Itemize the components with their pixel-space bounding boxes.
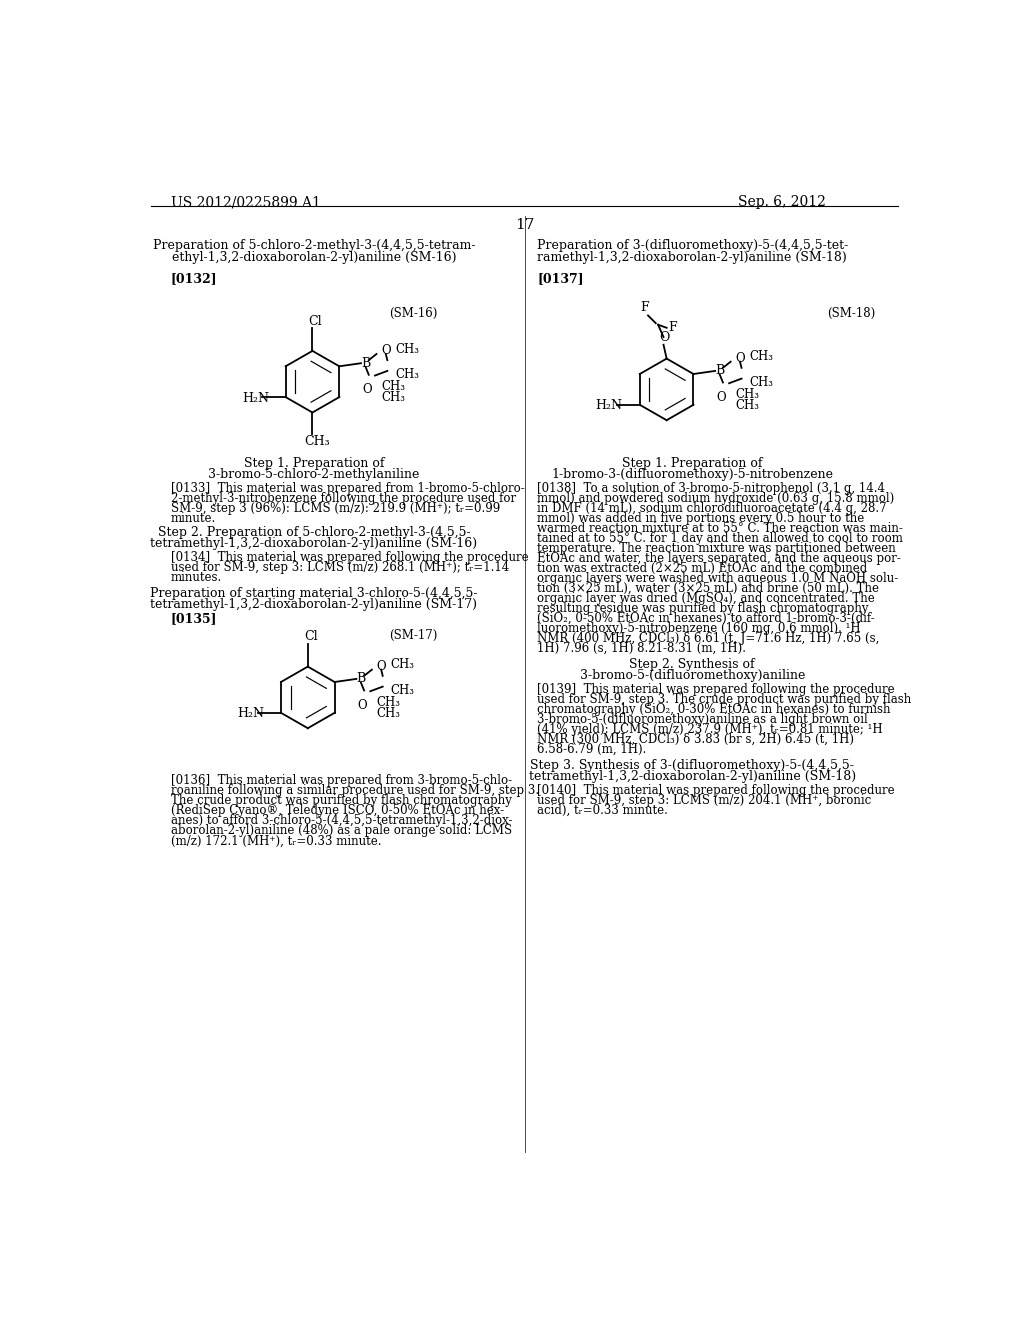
Text: resulting residue was purified by flash chromatography: resulting residue was purified by flash … (538, 602, 868, 615)
Text: tained at to 55° C. for 1 day and then allowed to cool to room: tained at to 55° C. for 1 day and then a… (538, 532, 903, 545)
Text: H₂N: H₂N (595, 400, 622, 412)
Text: O: O (377, 660, 386, 673)
Text: CH₃: CH₃ (735, 399, 760, 412)
Text: [0136]  This material was prepared from 3-bromo-5-chlo-: [0136] This material was prepared from 3… (171, 775, 512, 788)
Text: tion (3×25 mL), water (3×25 mL) and brine (50 mL). The: tion (3×25 mL), water (3×25 mL) and brin… (538, 582, 880, 595)
Text: in DMF (14 mL), sodium chlorodifluoroacetate (4.4 g, 28.7: in DMF (14 mL), sodium chlorodifluoroace… (538, 502, 887, 515)
Text: CH₃: CH₃ (390, 659, 415, 671)
Text: aborolan-2-yl)aniline (48%) as a pale orange solid: LCMS: aborolan-2-yl)aniline (48%) as a pale or… (171, 825, 512, 837)
Text: CH₃: CH₃ (305, 434, 331, 447)
Text: B: B (356, 672, 366, 685)
Text: O: O (381, 345, 391, 358)
Text: B: B (361, 356, 371, 370)
Text: 3-bromo-5-chloro-2-methylaniline: 3-bromo-5-chloro-2-methylaniline (208, 469, 420, 480)
Text: CH₃: CH₃ (735, 388, 760, 401)
Text: O: O (357, 700, 368, 711)
Text: (SM-17): (SM-17) (389, 628, 438, 642)
Text: B: B (715, 364, 724, 378)
Text: used for SM-9, step 3: LCMS (m/z) 268.1 (MH⁺); tᵣ=1.14: used for SM-9, step 3: LCMS (m/z) 268.1 … (171, 561, 509, 574)
Text: F: F (640, 301, 649, 314)
Text: ethyl-1,3,2-dioxaborolan-2-yl)aniline (SM-16): ethyl-1,3,2-dioxaborolan-2-yl)aniline (S… (172, 251, 457, 264)
Text: NMR (400 MHz, CDCl₃) δ 6.61 (t, J=71.6 Hz, 1H) 7.65 (s,: NMR (400 MHz, CDCl₃) δ 6.61 (t, J=71.6 H… (538, 632, 880, 645)
Text: [0140]  This material was prepared following the procedure: [0140] This material was prepared follow… (538, 784, 895, 797)
Text: O: O (735, 352, 744, 366)
Text: 1-bromo-3-(difluoromethoxy)-5-nitrobenzene: 1-bromo-3-(difluoromethoxy)-5-nitrobenze… (551, 469, 834, 480)
Text: Step 1. Preparation of: Step 1. Preparation of (244, 457, 384, 470)
Text: Cl: Cl (304, 631, 317, 643)
Text: O: O (717, 391, 726, 404)
Text: Step 1. Preparation of: Step 1. Preparation of (622, 457, 763, 470)
Text: The crude product was purified by flash chromatography: The crude product was purified by flash … (171, 795, 512, 808)
Text: CH₃: CH₃ (395, 368, 419, 381)
Text: Sep. 6, 2012: Sep. 6, 2012 (737, 195, 825, 210)
Text: US 2012/0225899 A1: US 2012/0225899 A1 (171, 195, 321, 210)
Text: H₂N: H₂N (238, 708, 264, 721)
Text: SM-9, step 3 (96%): LCMS (m/z): 219.9 (MH⁺); tᵣ=0.99: SM-9, step 3 (96%): LCMS (m/z): 219.9 (M… (171, 502, 500, 515)
Text: 1H) 7.96 (s, 1H) 8.21-8.31 (m, 1H).: 1H) 7.96 (s, 1H) 8.21-8.31 (m, 1H). (538, 642, 746, 655)
Text: used for SM-9, step 3: LCMS (m/z) 204.1 (MH⁺, boronic: used for SM-9, step 3: LCMS (m/z) 204.1 … (538, 793, 871, 807)
Text: [0138]  To a solution of 3-bromo-5-nitrophenol (3.1 g, 14.4: [0138] To a solution of 3-bromo-5-nitrop… (538, 482, 885, 495)
Text: O: O (362, 383, 372, 396)
Text: tetramethyl-1,3,2-dioxaborolan-2-yl)aniline (SM-18): tetramethyl-1,3,2-dioxaborolan-2-yl)anil… (528, 770, 856, 783)
Text: 3-bromo-5-(difluoromethoxy)aniline as a light brown oil: 3-bromo-5-(difluoromethoxy)aniline as a … (538, 713, 868, 726)
Text: 3-bromo-5-(difluoromethoxy)aniline: 3-bromo-5-(difluoromethoxy)aniline (580, 669, 805, 682)
Text: [0134]  This material was prepared following the procedure: [0134] This material was prepared follow… (171, 552, 528, 564)
Text: CH₃: CH₃ (381, 380, 406, 393)
Text: mmol) and powdered sodium hydroxide (0.63 g, 15.8 mmol): mmol) and powdered sodium hydroxide (0.6… (538, 492, 894, 504)
Text: (SiO₂, 0-50% EtOAc in hexanes) to afford 1-bromo-3-(dif-: (SiO₂, 0-50% EtOAc in hexanes) to afford… (538, 612, 874, 624)
Text: CH₃: CH₃ (750, 350, 773, 363)
Text: tetramethyl-1,3,2-dioxaborolan-2-yl)aniline (SM-17): tetramethyl-1,3,2-dioxaborolan-2-yl)anil… (151, 598, 477, 611)
Text: (41% yield): LCMS (m/z) 237.9 (MH⁺), tᵣ=0.81 minute; ¹H: (41% yield): LCMS (m/z) 237.9 (MH⁺), tᵣ=… (538, 723, 883, 735)
Text: luoromethoxy)-5-nitrobenzene (160 mg, 0.6 mmol). ¹H: luoromethoxy)-5-nitrobenzene (160 mg, 0.… (538, 622, 861, 635)
Text: 6.58-6.79 (m, 1H).: 6.58-6.79 (m, 1H). (538, 743, 646, 756)
Text: ramethyl-1,3,2-dioxaborolan-2-yl)aniline (SM-18): ramethyl-1,3,2-dioxaborolan-2-yl)aniline… (538, 251, 847, 264)
Text: (RediSep Cyano®, Teledyne ISCO, 0-50% EtOAc in hex-: (RediSep Cyano®, Teledyne ISCO, 0-50% Et… (171, 804, 504, 817)
Text: NMR (300 MHz, CDCl₃) δ 3.83 (br s, 2H) 6.45 (t, 1H): NMR (300 MHz, CDCl₃) δ 3.83 (br s, 2H) 6… (538, 733, 854, 746)
Text: (m/z) 172.1 (MH⁺), tᵣ=0.33 minute.: (m/z) 172.1 (MH⁺), tᵣ=0.33 minute. (171, 834, 381, 847)
Text: [0135]: [0135] (171, 612, 217, 624)
Text: CH₃: CH₃ (750, 376, 773, 388)
Text: Step 2. Preparation of 5-chloro-2-methyl-3-(4,5,5-: Step 2. Preparation of 5-chloro-2-methyl… (158, 527, 470, 540)
Text: chromatography (SiO₂, 0-30% EtOAc in hexanes) to furnish: chromatography (SiO₂, 0-30% EtOAc in hex… (538, 702, 891, 715)
Text: minute.: minute. (171, 512, 216, 525)
Text: F: F (669, 321, 677, 334)
Text: H₂N: H₂N (243, 392, 269, 405)
Text: (SM-16): (SM-16) (389, 308, 438, 319)
Text: Preparation of 5-chloro-2-methyl-3-(4,4,5,5-tetram-: Preparation of 5-chloro-2-methyl-3-(4,4,… (153, 239, 475, 252)
Text: acid), tᵣ=0.33 minute.: acid), tᵣ=0.33 minute. (538, 804, 668, 817)
Text: organic layers were washed with aqueous 1.0 M NaOH solu-: organic layers were washed with aqueous … (538, 572, 898, 585)
Text: organic layer was dried (MgSO₄), and concentrated. The: organic layer was dried (MgSO₄), and con… (538, 591, 874, 605)
Text: [0132]: [0132] (171, 272, 217, 285)
Text: warmed reaction mixture at to 55° C. The reaction was main-: warmed reaction mixture at to 55° C. The… (538, 521, 903, 535)
Text: EtOAc and water, the layers separated, and the aqueous por-: EtOAc and water, the layers separated, a… (538, 552, 901, 565)
Text: used for SM-9, step 3. The crude product was purified by flash: used for SM-9, step 3. The crude product… (538, 693, 911, 706)
Text: Preparation of starting material 3-chloro-5-(4,4,5,5-: Preparation of starting material 3-chlor… (151, 587, 478, 601)
Text: 2-methyl-3-nitrobenzene following the procedure used for: 2-methyl-3-nitrobenzene following the pr… (171, 492, 516, 504)
Text: CH₃: CH₃ (381, 391, 406, 404)
Text: anes) to afford 3-chloro-5-(4,4,5,5-tetramethyl-1,3,2-diox-: anes) to afford 3-chloro-5-(4,4,5,5-tetr… (171, 814, 512, 828)
Text: CH₃: CH₃ (377, 706, 400, 719)
Text: tion was extracted (2×25 mL) EtOAc and the combined: tion was extracted (2×25 mL) EtOAc and t… (538, 562, 867, 576)
Text: [0133]  This material was prepared from 1-bromo-5-chloro-: [0133] This material was prepared from 1… (171, 482, 524, 495)
Text: Preparation of 3-(difluoromethoxy)-5-(4,4,5,5-tet-: Preparation of 3-(difluoromethoxy)-5-(4,… (537, 239, 848, 252)
Text: tetramethyl-1,3,2-dioxaborolan-2-yl)aniline (SM-16): tetramethyl-1,3,2-dioxaborolan-2-yl)anil… (151, 537, 477, 550)
Text: (SM-18): (SM-18) (827, 308, 876, 319)
Text: CH₃: CH₃ (395, 342, 419, 355)
Text: [0139]  This material was prepared following the procedure: [0139] This material was prepared follow… (538, 682, 895, 696)
Text: [0137]: [0137] (538, 272, 584, 285)
Text: temperature. The reaction mixture was partitioned between: temperature. The reaction mixture was pa… (538, 543, 896, 554)
Text: Cl: Cl (308, 314, 323, 327)
Text: mmol) was added in five portions every 0.5 hour to the: mmol) was added in five portions every 0… (538, 512, 864, 525)
Text: O: O (659, 331, 670, 345)
Text: 17: 17 (515, 218, 535, 232)
Text: Step 3. Synthesis of 3-(difluoromethoxy)-5-(4,4,5,5-: Step 3. Synthesis of 3-(difluoromethoxy)… (530, 759, 854, 772)
Text: CH₃: CH₃ (390, 684, 415, 697)
Text: Step 2. Synthesis of: Step 2. Synthesis of (630, 659, 755, 671)
Text: CH₃: CH₃ (377, 696, 400, 709)
Text: minutes.: minutes. (171, 572, 222, 585)
Text: roaniline following a similar procedure used for SM-9, step 3.: roaniline following a similar procedure … (171, 784, 539, 797)
